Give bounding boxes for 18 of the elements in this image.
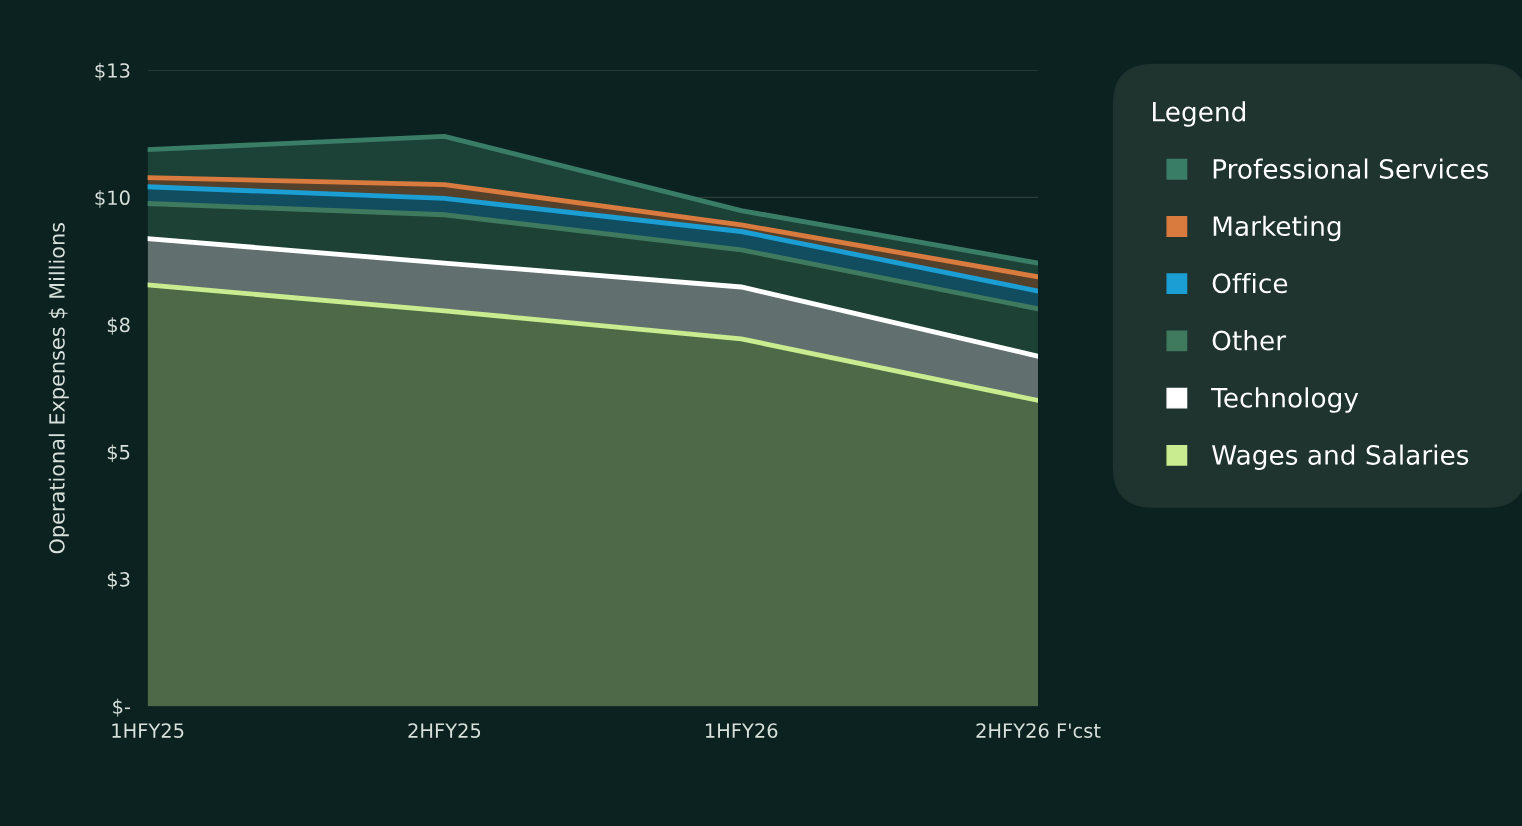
legend-label: Marketing bbox=[1213, 215, 1341, 242]
x-tick-label: 2HFY25 bbox=[408, 723, 481, 738]
legend-title: Legend bbox=[1153, 101, 1246, 127]
legend-label: Office bbox=[1212, 272, 1288, 294]
y-tick-label: $8 bbox=[107, 317, 130, 335]
x-tick-label: 2HFY26 F'cst bbox=[976, 723, 1101, 738]
legend-label: Technology bbox=[1211, 387, 1359, 413]
legend-label: Wages and Salaries bbox=[1212, 444, 1469, 471]
legend-label: Professional Services bbox=[1213, 158, 1489, 179]
y-tick-label: $13 bbox=[95, 62, 130, 81]
x-tick-label: 1HFY26 bbox=[705, 723, 778, 738]
x-tick-label: 1HFY25 bbox=[112, 723, 184, 738]
y-tick-label: $3 bbox=[107, 571, 130, 590]
y-axis-title: Operational Expenses $ Millions bbox=[48, 222, 69, 554]
y-tick-label: $- bbox=[113, 698, 131, 717]
y-tick-label: $5 bbox=[107, 444, 130, 463]
legend-label: Other bbox=[1212, 330, 1287, 351]
y-tick-label: $10 bbox=[95, 190, 130, 208]
